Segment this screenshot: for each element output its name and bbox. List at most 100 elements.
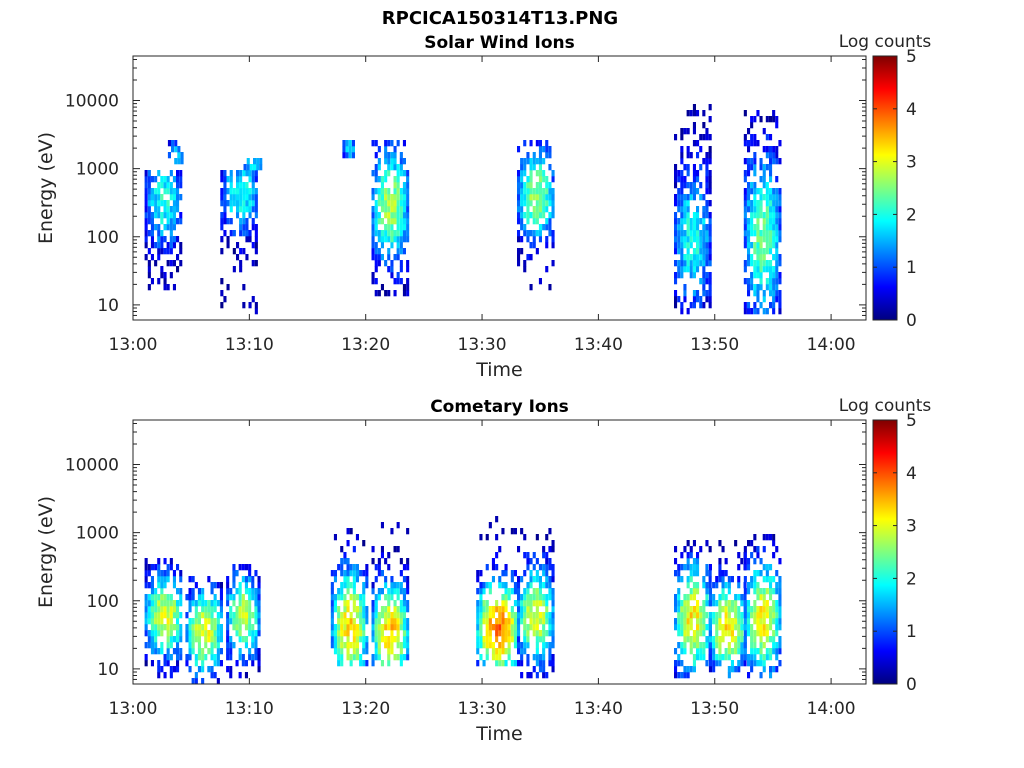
heatmap-cell [692, 236, 696, 243]
heatmap-cell [479, 624, 483, 631]
heatmap-cell [721, 654, 725, 661]
heatmap-cell [352, 576, 356, 583]
colorbar-tick-label: 0 [906, 675, 917, 695]
heatmap-cell [362, 618, 366, 625]
heatmap-cell [172, 218, 176, 225]
heatmap-cell [772, 576, 776, 583]
heatmap-cell [756, 660, 760, 667]
heatmap-cell [213, 582, 217, 589]
heatmap-cell [374, 642, 378, 649]
heatmap-cell [355, 636, 359, 643]
heatmap-cell [239, 206, 243, 213]
heatmap-cell [769, 134, 773, 141]
heatmap-cell [402, 230, 406, 237]
heatmap-cell [239, 248, 243, 255]
heatmap-cell [226, 218, 230, 225]
heatmap-cell [226, 624, 230, 631]
heatmap-cell [702, 284, 706, 291]
heatmap-cell [248, 236, 252, 243]
heatmap-cell [772, 606, 776, 613]
heatmap-cell [778, 200, 782, 207]
heatmap-cell [176, 648, 180, 655]
y-tick-label: 1000 [76, 524, 119, 544]
heatmap-cell [239, 188, 243, 195]
heatmap-cell [343, 576, 347, 583]
heatmap-cell [542, 564, 546, 571]
heatmap-cell [144, 660, 148, 667]
heatmap-cell [702, 618, 706, 625]
heatmap-cell [692, 582, 696, 589]
heatmap-cell [750, 140, 754, 147]
heatmap-cell [708, 152, 712, 159]
heatmap-cell [542, 212, 546, 219]
heatmap-cell [150, 224, 154, 231]
heatmap-cell [396, 606, 400, 613]
heatmap-cell [705, 182, 709, 189]
heatmap-cell [352, 654, 356, 661]
colorbar-tick-label: 0 [906, 311, 917, 331]
heatmap-cell [683, 212, 687, 219]
heatmap-cell [548, 284, 552, 291]
heatmap-cell [482, 582, 486, 589]
heatmap-cell [712, 618, 716, 625]
heatmap-cell [683, 230, 687, 237]
heatmap-cell [753, 212, 757, 219]
heatmap-cell [491, 606, 495, 613]
heatmap-cell [759, 254, 763, 261]
heatmap-cell [535, 600, 539, 607]
heatmap-cell [526, 200, 530, 207]
heatmap-cell [251, 636, 255, 643]
heatmap-cell [154, 176, 158, 183]
heatmap-cell [689, 266, 693, 273]
heatmap-cell [734, 606, 738, 613]
heatmap-cell [734, 612, 738, 619]
heatmap-cell [743, 588, 747, 595]
heatmap-cell [705, 612, 709, 619]
heatmap-cell [226, 618, 230, 625]
heatmap-cell [510, 612, 514, 619]
heatmap-cell [753, 188, 757, 195]
heatmap-cell [526, 152, 530, 159]
heatmap-cell [702, 236, 706, 243]
heatmap-cell [352, 636, 356, 643]
heatmap-cell [696, 588, 700, 595]
heatmap-cell [772, 188, 776, 195]
heatmap-cell [513, 528, 517, 535]
heatmap-cell [548, 218, 552, 225]
heatmap-cell [689, 302, 693, 309]
heatmap-cell [759, 176, 763, 183]
heatmap-cell [254, 206, 258, 213]
heatmap-cell [542, 660, 546, 667]
heatmap-cell [762, 176, 766, 183]
heatmap-cell [346, 654, 350, 661]
heatmap-cell [680, 176, 684, 183]
heatmap-cell [501, 528, 505, 535]
heatmap-cell [235, 612, 239, 619]
heatmap-cell [210, 612, 214, 619]
heatmap-cell [743, 558, 747, 565]
heatmap-cell [167, 152, 171, 159]
heatmap-cell [705, 278, 709, 285]
heatmap-cell [399, 612, 403, 619]
heatmap-cell [689, 260, 693, 267]
heatmap-cell [753, 134, 757, 141]
heatmap-cell [402, 206, 406, 213]
heatmap-cell [532, 624, 536, 631]
heatmap-cell [393, 636, 397, 643]
heatmap-cell [191, 642, 195, 649]
heatmap-cell [402, 654, 406, 661]
heatmap-cell [775, 624, 779, 631]
heatmap-cell [371, 248, 375, 255]
heatmap-cell [238, 600, 242, 607]
heatmap-cell [337, 612, 341, 619]
heatmap-cell [177, 152, 181, 159]
heatmap-cell [495, 564, 499, 571]
heatmap-cell [523, 648, 527, 655]
heatmap-cell [371, 618, 375, 625]
heatmap-cell [191, 600, 195, 607]
heatmap-cell [743, 612, 747, 619]
heatmap-cell [371, 630, 375, 637]
heatmap-cell [380, 612, 384, 619]
heatmap-cell [229, 672, 233, 679]
heatmap-cell [683, 618, 687, 625]
